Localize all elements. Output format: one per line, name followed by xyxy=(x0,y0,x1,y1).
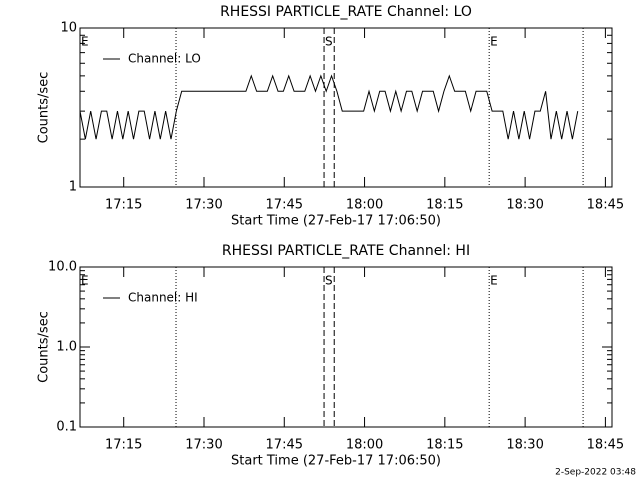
x-axis-label: Start Time (27-Feb-17 17:06:50) xyxy=(231,454,441,469)
event-label: E xyxy=(490,35,498,49)
y-tick-label: 10.0 xyxy=(48,260,77,275)
x-tick-label: 17:45 xyxy=(266,438,303,453)
x-tick-label: 17:15 xyxy=(105,438,142,453)
y-tick-label: 1.0 xyxy=(56,340,77,355)
x-tick-label: 18:30 xyxy=(506,438,543,453)
event-label: S xyxy=(325,274,333,288)
x-tick-label: 17:30 xyxy=(185,438,222,453)
x-tick-label: 17:30 xyxy=(185,198,222,213)
event-label: E xyxy=(81,35,89,49)
legend-label: Channel: LO xyxy=(128,52,201,66)
x-tick-label: 17:45 xyxy=(266,198,303,213)
plot-frame xyxy=(79,27,613,188)
x-tick-label: 18:00 xyxy=(346,198,383,213)
x-tick-label: 18:45 xyxy=(587,438,624,453)
chart-title: RHESSI PARTICLE_RATE Channel: LO xyxy=(220,4,472,20)
y-axis-label: Counts/sec xyxy=(37,72,52,144)
x-tick-label: 18:30 xyxy=(506,198,543,213)
x-tick-label: 18:15 xyxy=(426,438,463,453)
event-label: E xyxy=(490,274,498,288)
legend-label: Channel: HI xyxy=(128,291,198,305)
x-tick-label: 18:00 xyxy=(346,438,383,453)
x-tick-label: 18:15 xyxy=(426,198,463,213)
footer-date: 2-Sep-2022 03:48 xyxy=(555,468,636,478)
x-tick-label: 17:15 xyxy=(105,198,142,213)
x-tick-label: 18:45 xyxy=(587,198,624,213)
event-label: E xyxy=(81,274,89,288)
y-tick-label: 10 xyxy=(60,21,77,36)
chart-title: RHESSI PARTICLE_RATE Channel: HI xyxy=(222,243,470,259)
event-label: S xyxy=(325,35,333,49)
x-axis-label: Start Time (27-Feb-17 17:06:50) xyxy=(231,214,441,229)
y-tick-label: 0.1 xyxy=(56,420,77,435)
y-tick-label: 1 xyxy=(69,180,77,195)
y-axis-label: Counts/sec xyxy=(37,311,52,383)
data-line xyxy=(79,74,579,140)
